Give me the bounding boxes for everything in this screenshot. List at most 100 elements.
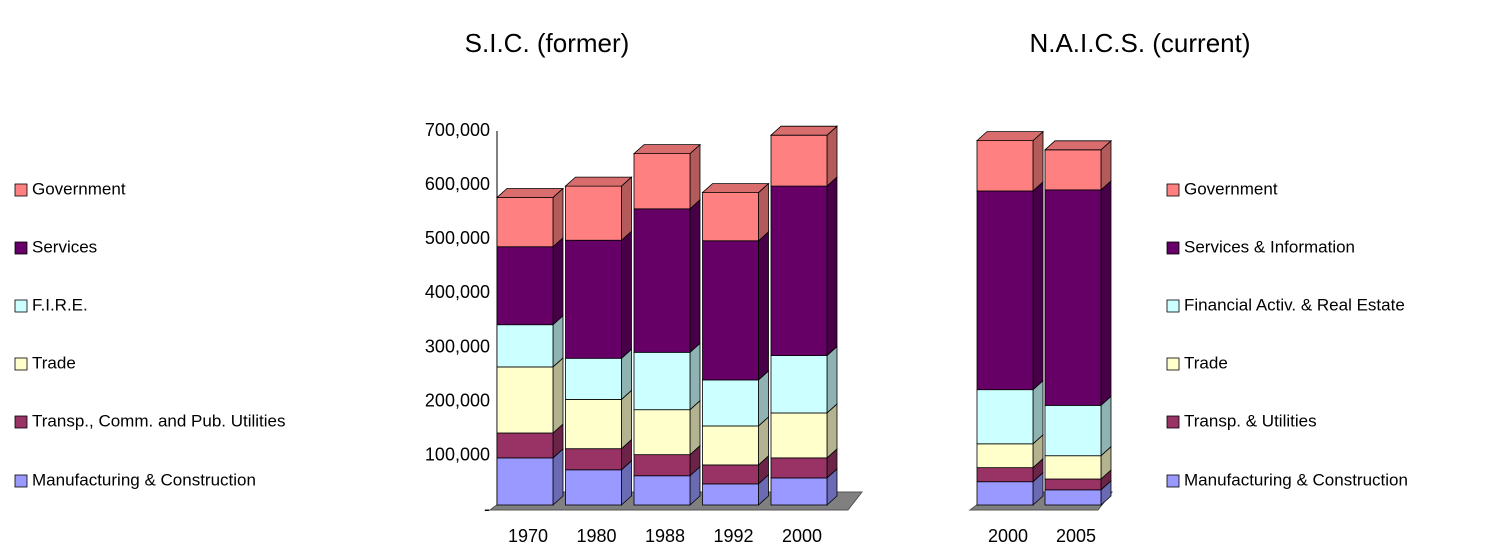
bar-side	[1100, 179, 1112, 407]
x-tick-label: 2005	[1056, 526, 1096, 546]
bar-side	[689, 198, 701, 354]
bar-segment	[633, 153, 691, 210]
legend-label: Transp., Comm. and Pub. Utilities	[32, 411, 286, 430]
bar-side	[1032, 130, 1044, 192]
bar-side	[826, 345, 838, 414]
x-tick-label: 1992	[713, 526, 753, 546]
bar-top	[564, 176, 633, 187]
bar-segment	[976, 190, 1034, 391]
bar-segment	[702, 240, 759, 381]
bar-segment	[565, 469, 622, 506]
legend-swatch	[14, 299, 28, 313]
bar-segment	[1044, 455, 1102, 480]
bar-side	[621, 230, 632, 360]
legend-label: Manufacturing & Construction	[1184, 470, 1408, 489]
legend-swatch	[1166, 415, 1180, 429]
bar-side	[552, 357, 564, 434]
x-tick-label: 1970	[508, 526, 548, 546]
bar-segment	[770, 477, 828, 506]
legend-swatch	[1166, 474, 1180, 488]
bar-top	[975, 131, 1045, 142]
chart-title: N.A.I.C.S. (current)	[1029, 28, 1250, 58]
legend-label: Transp. & Utilities	[1184, 411, 1317, 430]
legend-swatch	[1166, 357, 1180, 371]
y-tick-label: 600,000	[425, 174, 490, 194]
bar-segment	[770, 134, 828, 187]
x-tick-label: 1980	[576, 526, 616, 546]
legend-label: F.I.R.E.	[32, 295, 88, 314]
bar-segment	[496, 246, 554, 326]
legend-label: Trade	[32, 353, 76, 372]
bar-top	[495, 188, 565, 198]
legend-swatch	[14, 183, 28, 197]
bar-segment	[633, 409, 691, 456]
bar-side	[1032, 379, 1044, 445]
bar-segment	[702, 379, 759, 427]
bar-segment	[565, 448, 622, 471]
bar-side	[758, 182, 769, 242]
bar-segment	[976, 481, 1034, 506]
bar-segment	[496, 366, 554, 434]
y-tick-label: 500,000	[425, 228, 490, 248]
bar-side	[552, 447, 564, 506]
bar-segment	[702, 483, 759, 506]
y-tick-label: 300,000	[425, 336, 490, 356]
chart-title: S.I.C. (former)	[465, 28, 630, 58]
bar-segment	[702, 464, 759, 485]
bar-segment	[496, 432, 554, 459]
bar-top	[769, 125, 839, 136]
legend-label: Government	[1184, 179, 1278, 198]
bar-segment	[633, 454, 691, 477]
bar-side	[621, 176, 632, 242]
bar-side	[689, 143, 701, 210]
legend-swatch	[1166, 183, 1180, 197]
bar-side	[758, 230, 769, 381]
bar-segment	[496, 457, 554, 506]
legend-swatch	[14, 357, 28, 371]
bar-side	[552, 187, 564, 248]
bar-segment	[565, 399, 622, 450]
legend-label: Services	[32, 237, 97, 256]
bar-segment	[633, 351, 691, 411]
bar-segment	[976, 467, 1034, 483]
bar-side	[552, 236, 564, 326]
bar-segment	[770, 355, 828, 414]
y-tick-label: -	[484, 499, 490, 519]
bar-side	[1032, 181, 1044, 391]
bar-segment	[565, 239, 622, 359]
bar-side	[826, 125, 838, 187]
y-tick-label: 200,000	[425, 390, 490, 410]
legend-label: Services & Information	[1184, 237, 1355, 256]
bar-segment	[1044, 189, 1102, 406]
bar-segment	[1044, 404, 1102, 457]
bar-side	[1100, 395, 1112, 457]
bar-segment	[770, 412, 828, 459]
bar-segment	[770, 185, 828, 356]
bar-segment	[1044, 489, 1102, 506]
bar-segment	[770, 457, 828, 479]
bar-segment	[565, 357, 622, 400]
bar-segment	[633, 475, 691, 506]
y-tick-label: 700,000	[425, 120, 490, 140]
x-tick-label: 2000	[782, 526, 822, 546]
bar-segment	[976, 443, 1034, 469]
y-tick-label: 400,000	[425, 282, 490, 302]
bar-segment	[633, 208, 691, 353]
bar-top	[632, 144, 702, 155]
bar-side	[689, 342, 701, 411]
bar-segment	[702, 425, 759, 466]
legend-label: Trade	[1184, 353, 1228, 372]
bar-segment	[565, 185, 622, 241]
bar-segment	[702, 192, 759, 242]
legend-swatch	[1166, 299, 1180, 313]
bar-segment	[976, 389, 1034, 445]
bar-side	[621, 389, 632, 450]
legend-swatch	[14, 415, 28, 429]
legend-label: Government	[32, 179, 126, 198]
x-tick-label: 2000	[988, 526, 1028, 546]
bar-top	[1043, 140, 1113, 151]
x-tick-label: 1988	[645, 526, 685, 546]
bar-segment	[1044, 478, 1102, 491]
y-tick-label: 100,000	[425, 445, 490, 465]
